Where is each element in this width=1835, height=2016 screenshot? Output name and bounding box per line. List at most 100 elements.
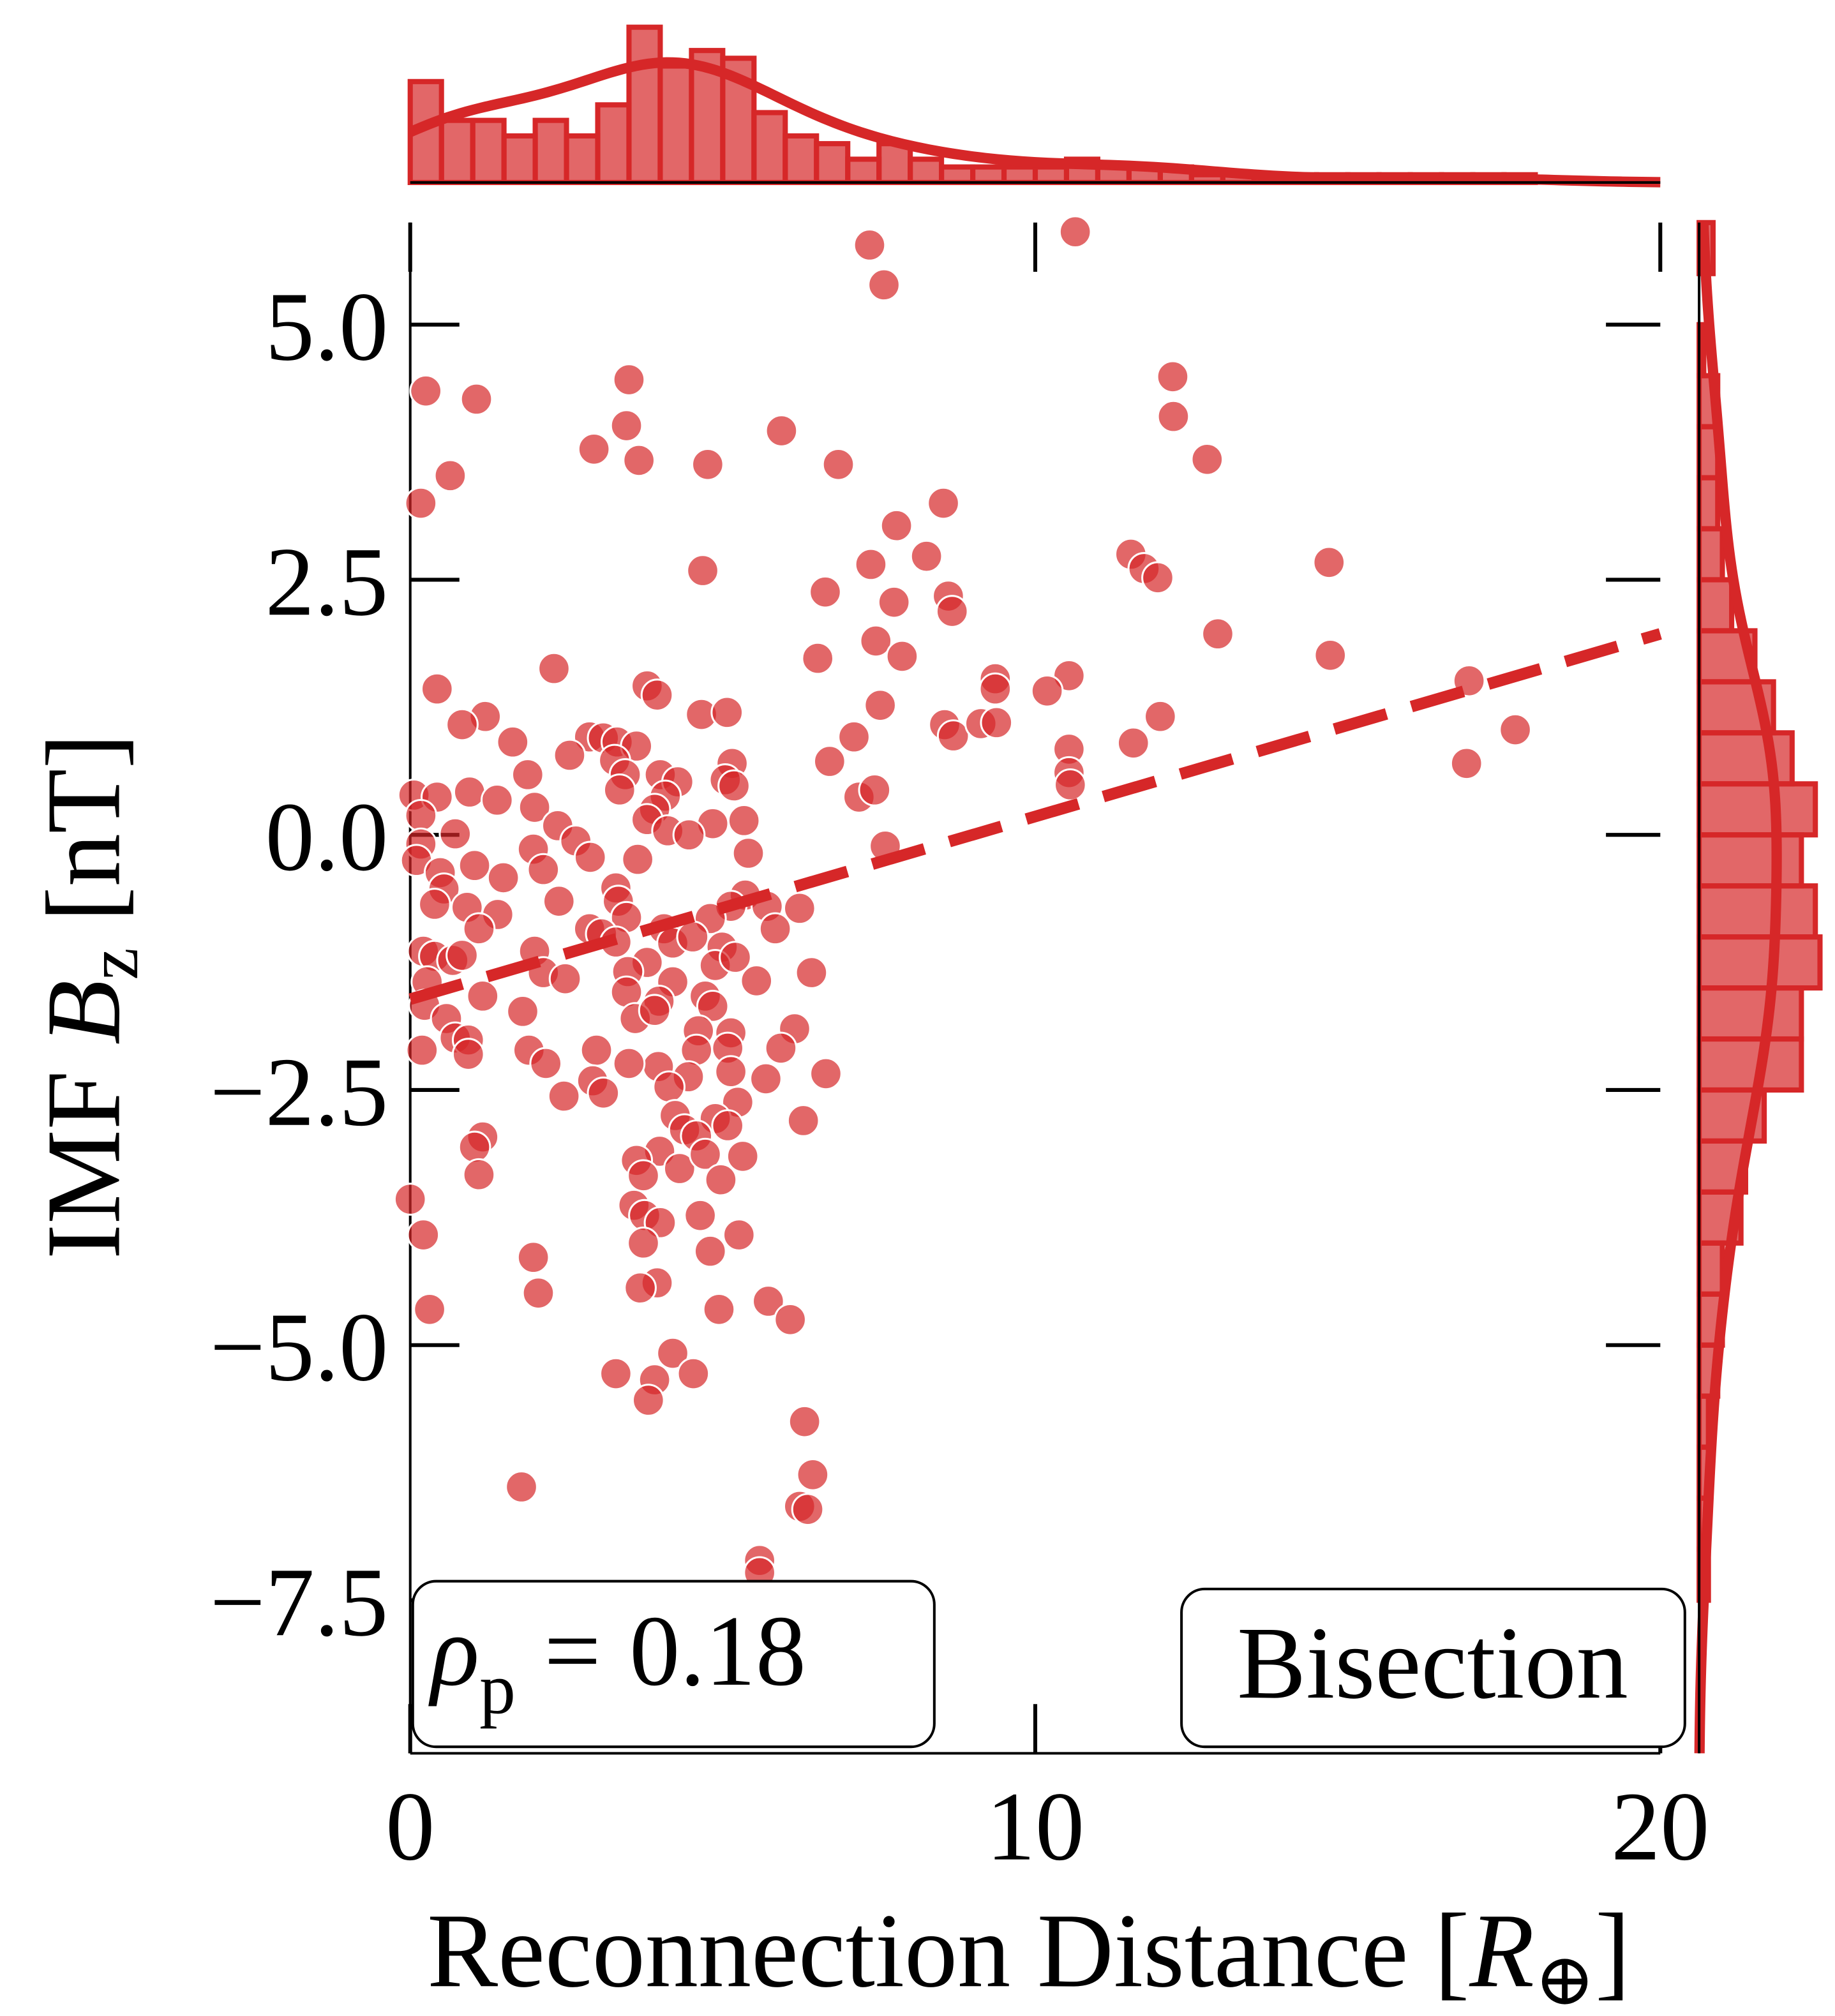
scatter-point: [404, 798, 438, 832]
scatter-point: [809, 1057, 843, 1091]
histogram-bar: [532, 117, 569, 186]
scatter-point: [505, 1470, 538, 1504]
scatter-point: [521, 1276, 555, 1310]
scatter-point: [867, 268, 901, 302]
y-label-subscript: z: [73, 948, 153, 980]
scatter-point: [446, 939, 479, 972]
scatter-point: [529, 1047, 563, 1080]
histogram-bar: [595, 102, 632, 186]
annotation-subscript: p: [479, 1648, 516, 1729]
scatter-point: [453, 775, 486, 809]
scatter-point: [788, 1405, 821, 1438]
histogram-bar: [1696, 1240, 1725, 1297]
histogram-bar: [657, 63, 694, 186]
histogram-bar: [1001, 164, 1038, 186]
scatter-point: [458, 1130, 491, 1164]
annotation-relation: =: [544, 1595, 601, 1707]
x-tick-label: 20: [1611, 1773, 1709, 1881]
scatter-point: [980, 706, 1014, 740]
scatter-point: [610, 409, 643, 442]
histogram-bar: [1032, 164, 1070, 186]
histogram-bar: [1696, 934, 1823, 991]
histogram-bar: [783, 133, 820, 186]
scatter-point: [405, 1033, 439, 1067]
scatter-point: [451, 1038, 485, 1071]
annotation: ρp = 0.18: [428, 1595, 806, 1729]
histogram-bar: [908, 156, 945, 186]
scatter-point: [627, 1226, 660, 1260]
scatter-point: [480, 784, 514, 817]
scatter-point: [1116, 726, 1150, 760]
x-label-subscript: ⊕: [1534, 1940, 1595, 2016]
scatter-point: [446, 708, 479, 742]
label-box: [1180, 1587, 1686, 1749]
scatter-point: [542, 885, 576, 918]
x-label-symbol: R: [1469, 1892, 1534, 2009]
scatter-point: [656, 1336, 689, 1370]
scatter-point: [722, 1218, 756, 1251]
scatter-point: [640, 678, 674, 712]
scatter-point: [506, 995, 539, 1028]
histogram-bar: [939, 164, 976, 186]
annotation-value: 0.18: [629, 1595, 806, 1707]
scatter-point: [573, 840, 607, 874]
histogram-bar: [564, 133, 601, 186]
scatter-point: [1314, 638, 1347, 672]
scatter-point: [935, 595, 969, 628]
y-tick-label: 2.5: [266, 528, 389, 636]
scatter-point: [796, 1458, 830, 1491]
scatter-point: [621, 842, 655, 876]
scatter-point: [420, 672, 454, 706]
x-label-open: [: [1434, 1892, 1469, 2009]
scatter-point: [1201, 617, 1234, 651]
scatter-point: [837, 720, 871, 754]
scatter-point: [858, 773, 892, 807]
scatter-point: [622, 444, 655, 477]
scatter-point: [710, 696, 744, 729]
scatter-point: [726, 1140, 760, 1173]
scatter-point: [553, 738, 587, 772]
scatter-point: [580, 1033, 613, 1067]
x-tick-label: 0: [386, 1773, 435, 1881]
scatter-point: [978, 672, 1012, 706]
scatter-point: [663, 1152, 696, 1185]
scatter-point: [466, 980, 500, 1013]
scatter-point: [547, 1079, 581, 1113]
scatter-point: [765, 414, 798, 447]
scatter-point: [910, 539, 943, 573]
scatter-point: [1312, 546, 1346, 579]
scatter-point: [518, 791, 551, 824]
x-label-text: Reconnection Distance: [427, 1892, 1408, 2009]
scatter-point: [638, 994, 671, 1027]
y-axis-label: IMF Bz [nT]: [25, 733, 153, 1259]
scatter-point: [813, 745, 846, 778]
histogram-bar: [814, 141, 851, 186]
scatter-point: [696, 990, 730, 1023]
scatter-point: [693, 1234, 727, 1268]
scatter-point: [854, 548, 888, 581]
scatter-point: [496, 725, 530, 759]
scatter-point: [1449, 747, 1483, 780]
scatter-point: [458, 849, 491, 883]
histogram-bar: [438, 117, 476, 186]
scatter-point: [1053, 768, 1087, 802]
scatter-point: [407, 1218, 440, 1251]
scatter-point: [801, 641, 835, 675]
y-tick-label: −5.0: [210, 1293, 388, 1401]
scatter-point: [1156, 360, 1190, 394]
y-tick-label: 0.0: [266, 783, 389, 892]
histogram-bar: [626, 24, 663, 186]
y-label-symbol: B: [25, 980, 142, 1045]
histogram-bar: [970, 164, 1007, 186]
scatter-point: [652, 1070, 685, 1104]
histogram-bar: [501, 133, 538, 186]
scatter-point: [927, 486, 960, 520]
scatter-point: [936, 719, 970, 752]
histogram-bar: [1696, 832, 1804, 889]
scatter-point: [409, 374, 443, 408]
x-label-close: ]: [1595, 1892, 1630, 2009]
fit-line: [408, 628, 1662, 1005]
kde-curve: [1694, 222, 1782, 1754]
scatter-point: [719, 941, 752, 974]
